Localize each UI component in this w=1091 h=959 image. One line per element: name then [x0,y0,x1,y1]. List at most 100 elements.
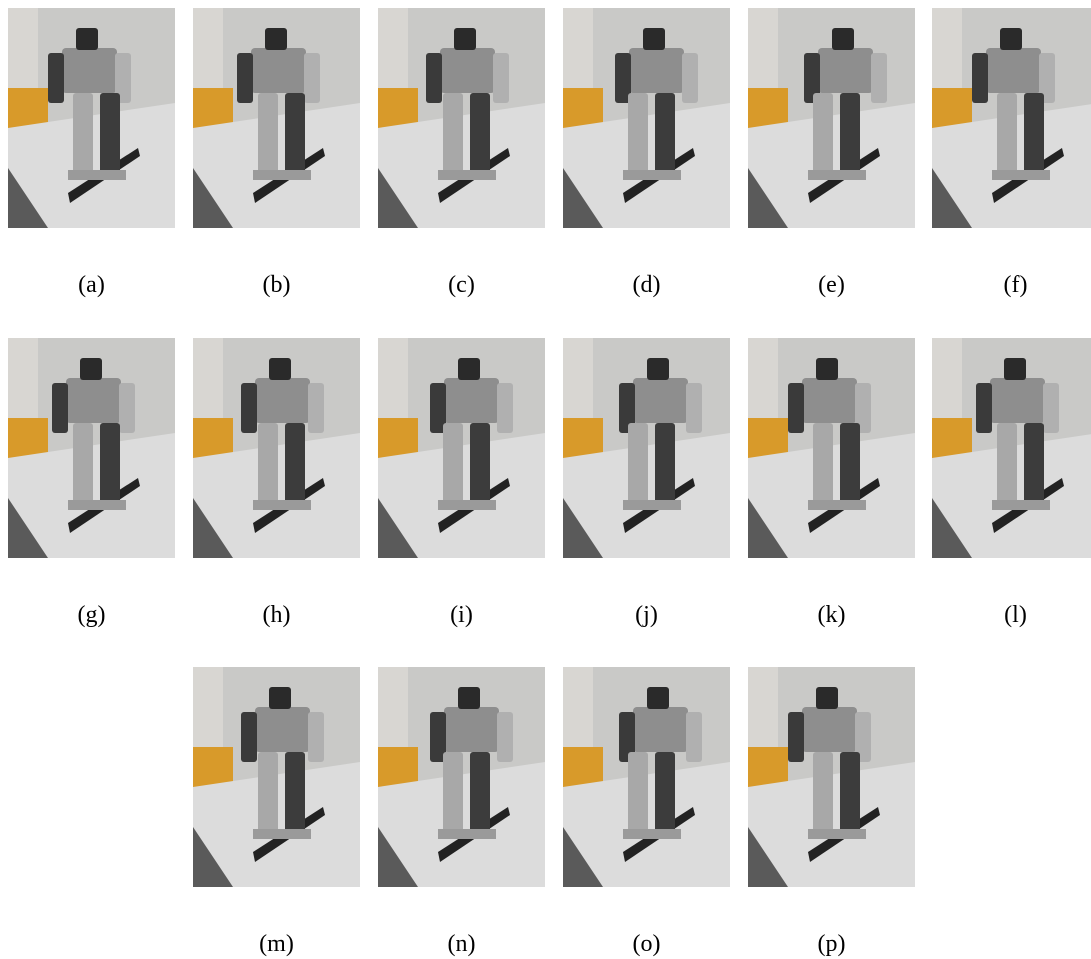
panel-label: (o) [563,930,730,958]
robot-torso [255,378,310,423]
robot-head [832,28,854,50]
robot-torso [444,707,499,752]
robot-leg [285,752,305,832]
panel-label: (m) [193,930,360,958]
robot-feet [253,829,311,839]
robot-arm [304,53,320,103]
robot-leg [840,93,860,173]
panel-label: (k) [748,601,915,629]
robot-head [647,358,669,380]
robot-arm [241,383,257,433]
robot-arm [686,383,702,433]
robot-torso [802,378,857,423]
robot-torso [990,378,1045,423]
robot-arm [972,53,988,103]
robot-arm [426,53,442,103]
panel-label: (d) [563,271,730,299]
robot-leg [470,423,490,503]
panel-label: (i) [378,601,545,629]
chair [8,418,48,458]
panel-label: (c) [378,271,545,299]
chair [193,88,233,128]
robot-feet [808,170,866,180]
panel-label: (f) [932,271,1091,299]
panel-label: (g) [8,601,175,629]
robot-photo [563,667,730,887]
robot-torso [629,48,684,93]
robot-photo [378,338,545,558]
robot-feet [808,500,866,510]
robot-leg [628,93,648,173]
robot-arm [976,383,992,433]
chair [748,418,788,458]
chair [193,747,233,787]
robot-leg [628,752,648,832]
robot-leg [258,752,278,832]
robot-head [1004,358,1026,380]
chair [932,88,972,128]
robot-arm [682,53,698,103]
robot-photo [378,8,545,228]
robot-photo [378,667,545,887]
chair [193,418,233,458]
panel-label: (p) [748,930,915,958]
robot-feet [623,500,681,510]
robot-head [265,28,287,50]
chair [748,747,788,787]
robot-leg [1024,423,1044,503]
chair [563,747,603,787]
robot-arm [788,383,804,433]
robot-leg [655,423,675,503]
robot-photo [748,338,915,558]
robot-leg [840,423,860,503]
robot-head [454,28,476,50]
robot-leg [997,93,1017,173]
robot-photo [193,667,360,887]
robot-photo [563,338,730,558]
panel-label: (h) [193,601,360,629]
robot-leg [813,423,833,503]
robot-torso [66,378,121,423]
robot-leg [655,752,675,832]
panel-label: (b) [193,271,360,299]
panel-label: (e) [748,271,915,299]
robot-feet [253,500,311,510]
chair [378,747,418,787]
robot-arm [871,53,887,103]
robot-leg [813,752,833,832]
chair [378,418,418,458]
robot-feet [808,829,866,839]
robot-head [816,358,838,380]
robot-leg [73,93,93,173]
robot-feet [992,170,1050,180]
robot-leg [997,423,1017,503]
robot-head [458,687,480,709]
robot-head [458,358,480,380]
robot-torso [251,48,306,93]
chair [563,88,603,128]
robot-arm [241,712,257,762]
robot-head [76,28,98,50]
chair [563,418,603,458]
robot-feet [253,170,311,180]
robot-arm [1043,383,1059,433]
robot-leg [443,423,463,503]
robot-feet [992,500,1050,510]
robot-leg [1024,93,1044,173]
robot-arm [497,712,513,762]
chair [378,88,418,128]
robot-torso [255,707,310,752]
robot-leg [258,93,278,173]
robot-photo [748,8,915,228]
robot-leg [813,93,833,173]
robot-leg [285,93,305,173]
robot-photo [193,8,360,228]
robot-photo [563,8,730,228]
robot-arm [308,712,324,762]
robot-photo [8,338,175,558]
robot-feet [438,170,496,180]
robot-arm [686,712,702,762]
robot-arm [493,53,509,103]
robot-feet [623,170,681,180]
robot-leg [840,752,860,832]
